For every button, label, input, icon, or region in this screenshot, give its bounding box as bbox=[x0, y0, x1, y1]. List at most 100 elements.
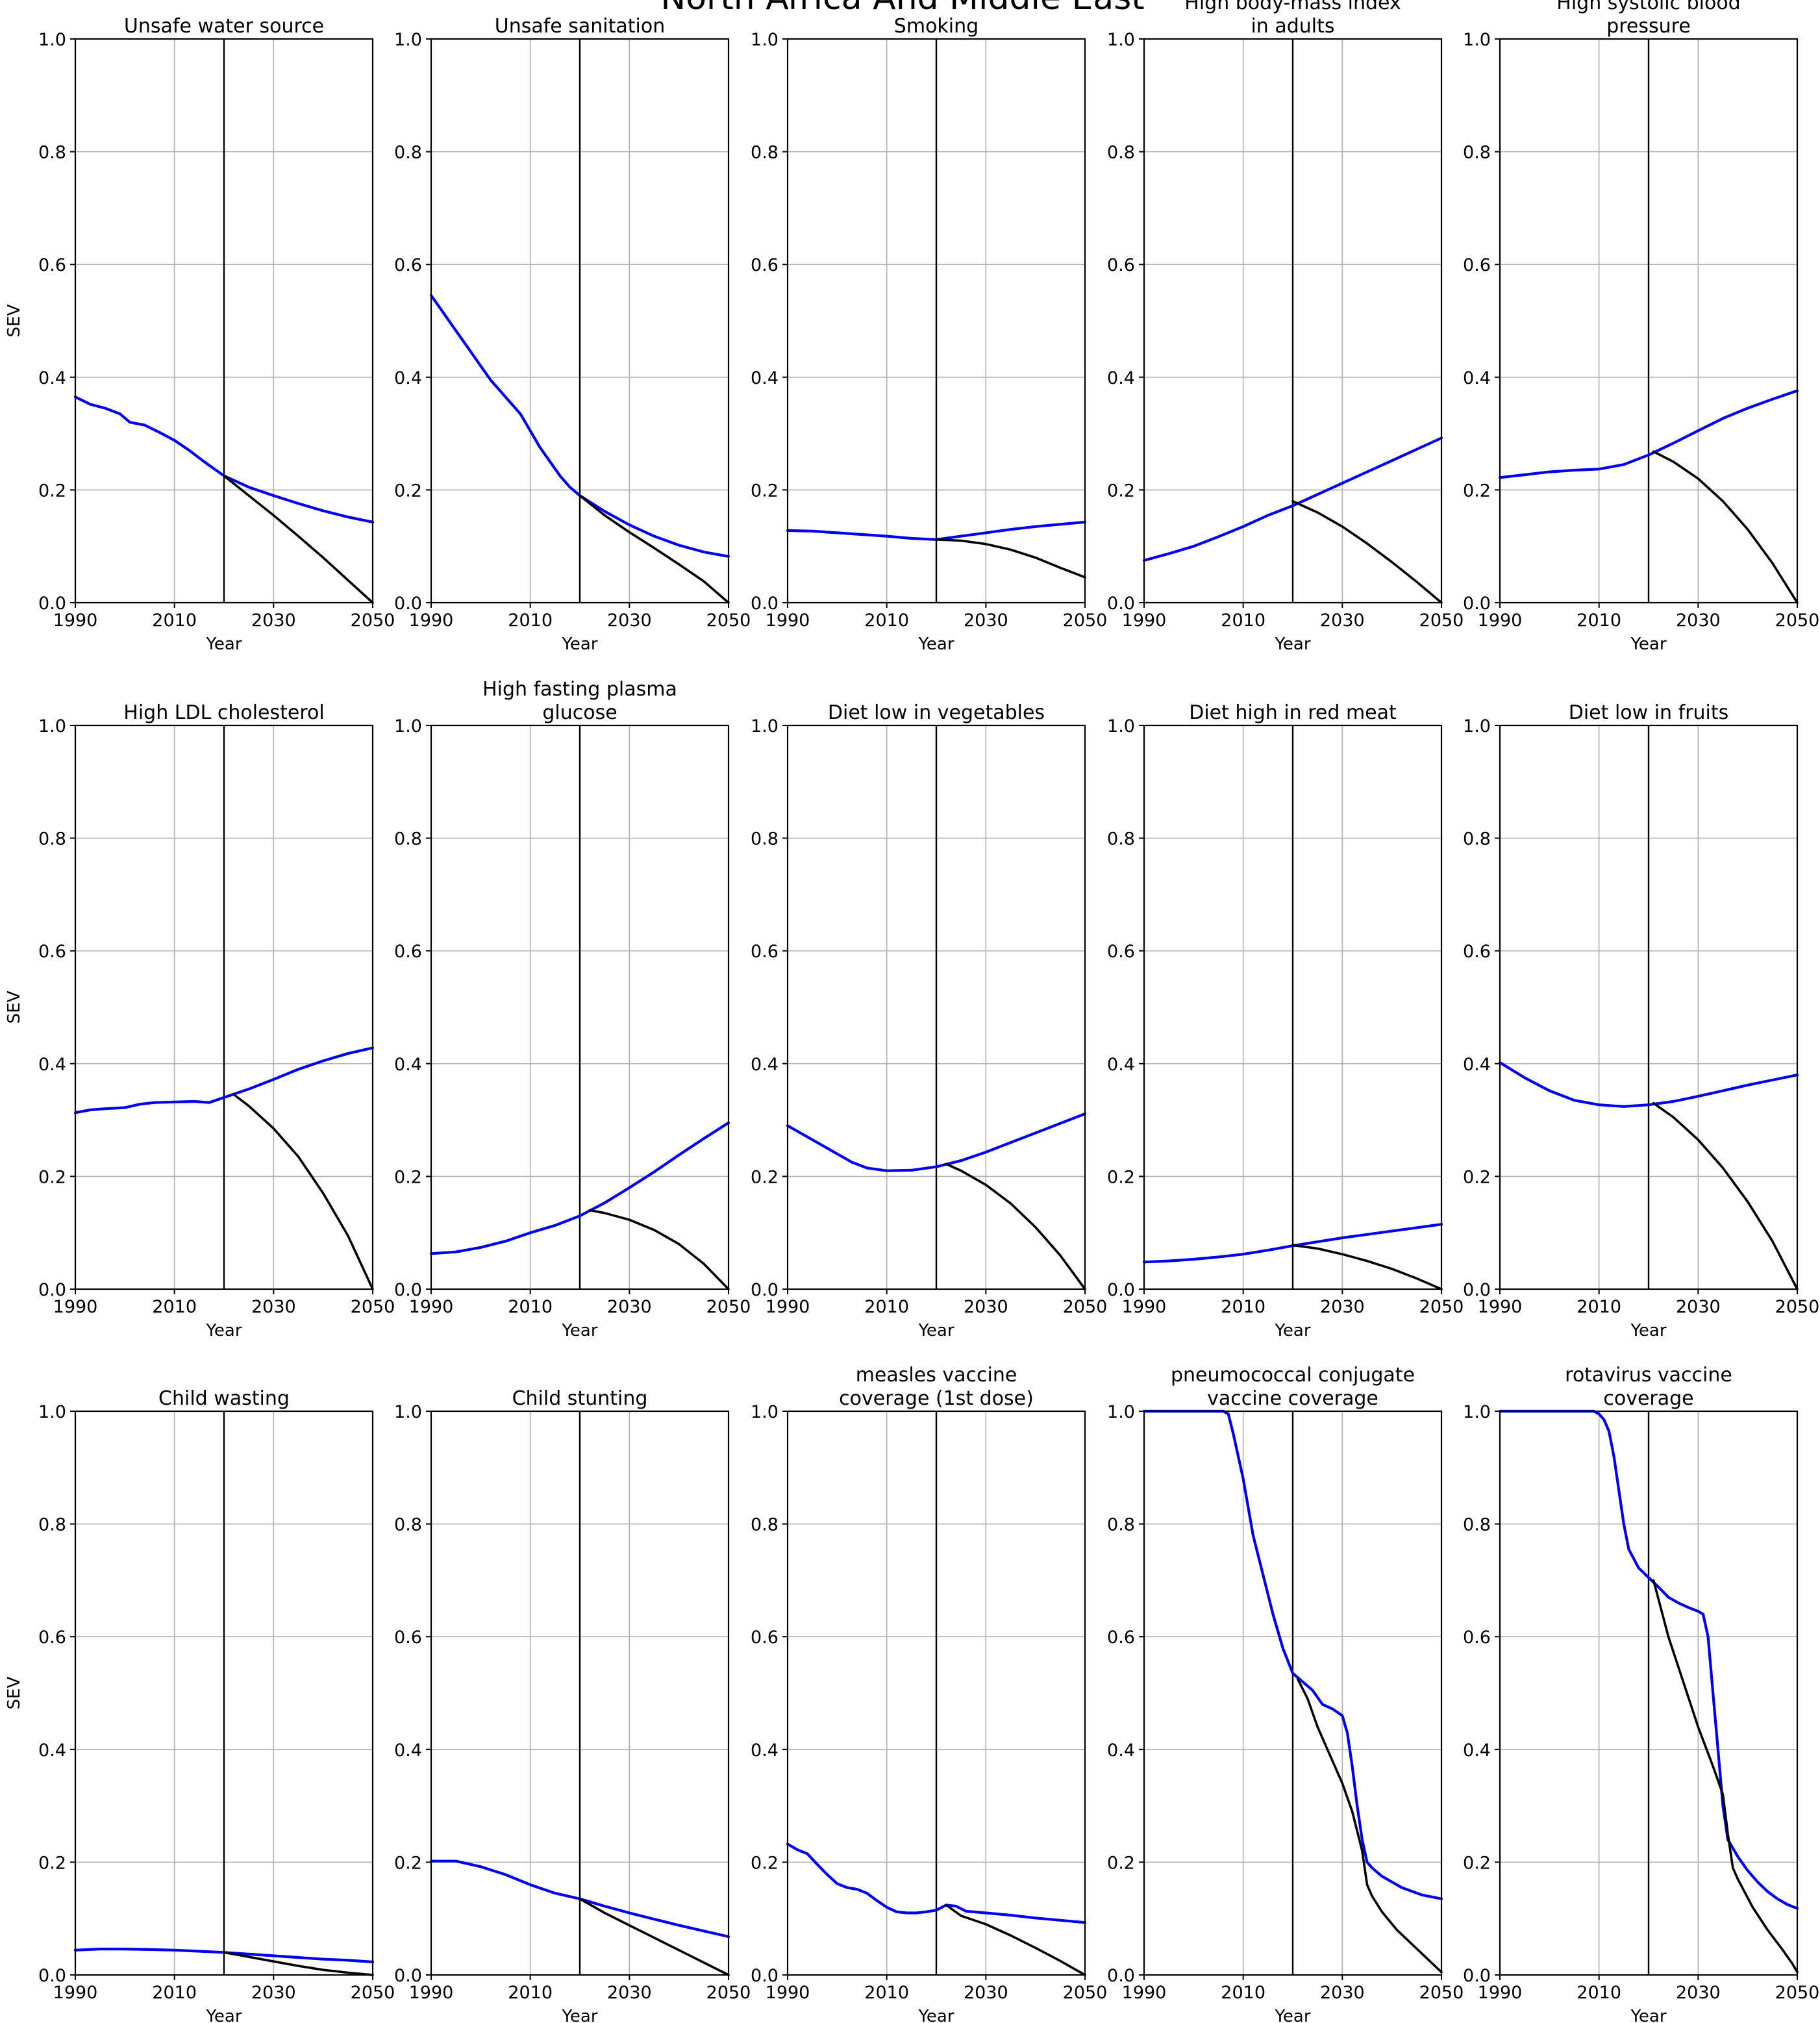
x-tick-label: 1990 bbox=[53, 1297, 98, 1317]
panel-title: High body-mass index in adults bbox=[1184, 0, 1401, 38]
y-tick-label: 0.8 bbox=[751, 143, 779, 163]
x-axis-label: Year bbox=[561, 1321, 597, 1340]
x-tick-label: 2010 bbox=[152, 1983, 197, 2003]
x-tick-label: 2010 bbox=[508, 1297, 553, 1317]
y-tick-label: 0.8 bbox=[1107, 1515, 1135, 1535]
y-tick-label: 0.0 bbox=[1463, 1966, 1491, 1986]
y-tick-label: 1.0 bbox=[38, 716, 66, 736]
panel-title: High LDL cholesterol bbox=[123, 701, 324, 724]
scenario-series-line bbox=[1291, 499, 1443, 604]
y-tick-label: 0.0 bbox=[1107, 1966, 1135, 1986]
y-tick-label: 0.8 bbox=[38, 829, 66, 849]
scenario-series-line bbox=[1291, 1244, 1443, 1290]
x-tick-label: 1990 bbox=[1478, 1983, 1523, 2003]
figure-title: North Africa And Middle East bbox=[660, 0, 1144, 18]
y-tick-label: 0.4 bbox=[751, 368, 779, 388]
y-tick-label: 1.0 bbox=[394, 30, 422, 50]
panel-title: High systolic blood pressure bbox=[1556, 0, 1740, 38]
x-tick-label: 1990 bbox=[766, 610, 810, 631]
y-tick-label: 0.8 bbox=[751, 829, 779, 849]
x-tick-label: 1990 bbox=[53, 1983, 98, 2003]
x-tick-label: 2010 bbox=[152, 1297, 197, 1317]
y-tick-label: 0.6 bbox=[394, 942, 422, 962]
y-tick-label: 0.0 bbox=[38, 1966, 66, 1986]
x-tick-label: 2050 bbox=[1063, 1297, 1108, 1317]
plot-frame bbox=[1143, 1410, 1443, 1976]
panel-10: 1990 2010 2030 2050 0.0 0.2 0.4 0.6 0.8 1.0 Year Di… bbox=[1463, 701, 1819, 1340]
panel-title: Unsafe sanitation bbox=[495, 15, 666, 38]
panel-3: 1990 2010 2030 2050 0.0 0.2 0.4 0.6 0.8 1.0 Year Sm… bbox=[751, 15, 1107, 654]
y-tick-label: 0.4 bbox=[38, 1055, 66, 1075]
y-tick-label: 0.6 bbox=[1107, 255, 1135, 275]
x-tick-label: 2050 bbox=[351, 610, 395, 631]
y-tick-label: 1.0 bbox=[394, 716, 422, 736]
panel-11: 1990 2010 2030 2050 0.0 0.2 0.4 0.6 0.8 1.0 Year SE… bbox=[5, 1387, 395, 2023]
reference-series-line bbox=[1498, 389, 1799, 479]
x-tick-label: 2030 bbox=[964, 610, 1008, 631]
y-tick-label: 0.0 bbox=[394, 1966, 422, 1986]
y-tick-label: 0.6 bbox=[38, 255, 66, 275]
plot-frame bbox=[430, 1410, 730, 1976]
y-tick-label: 0.4 bbox=[394, 368, 422, 388]
y-tick-label: 0.2 bbox=[1107, 481, 1135, 501]
panel-grid: 1990 2010 2030 20500.00.20.40.60.81.0YearSE… bbox=[5, 0, 1819, 2023]
y-tick-label: 1.0 bbox=[1463, 716, 1491, 736]
y-tick-label: 1.0 bbox=[1463, 30, 1491, 50]
x-axis-label: Year bbox=[917, 1321, 954, 1340]
x-axis-label: Year bbox=[1274, 1321, 1310, 1340]
y-tick-label: 0.2 bbox=[394, 481, 422, 501]
x-axis-label: Year bbox=[1274, 2007, 1310, 2023]
x-tick-label: 2030 bbox=[1320, 1983, 1365, 2003]
panel-title: Child wasting bbox=[158, 1387, 290, 1410]
panel-13: 1990 2010 2030 2050 0.0 0.2 0.4 0.6 0.8 1.0 Year me… bbox=[751, 1364, 1107, 2023]
y-tick-label: 0.2 bbox=[38, 481, 66, 501]
x-tick-label: 2050 bbox=[351, 1983, 395, 2003]
y-tick-label: 0.6 bbox=[751, 942, 779, 962]
y-axis-label: SEV bbox=[5, 1676, 24, 1709]
x-tick-label: 2050 bbox=[1419, 1983, 1464, 2003]
y-tick-label: 0.4 bbox=[394, 1055, 422, 1075]
y-tick-label: 1.0 bbox=[38, 1402, 66, 1422]
panel-15: 1990 2010 2030 2050 0.0 0.2 0.4 0.6 0.8 1.0 Year ro… bbox=[1463, 1364, 1819, 2023]
plot-frame bbox=[74, 38, 374, 604]
y-tick-label: 0.2 bbox=[1463, 1853, 1491, 1873]
plot-frame bbox=[1143, 38, 1443, 604]
y-tick-label: 0.4 bbox=[394, 1740, 422, 1761]
y-tick-label: 1.0 bbox=[751, 1402, 779, 1422]
x-tick-label: 1990 bbox=[1478, 1297, 1523, 1317]
y-tick-label: 0.2 bbox=[751, 1853, 779, 1873]
panel-title: Unsafe water source bbox=[124, 15, 324, 38]
x-tick-label: 2030 bbox=[1320, 610, 1365, 631]
y-tick-label: 1.0 bbox=[394, 1402, 422, 1422]
panel-14: 1990 2010 2030 2050 0.0 0.2 0.4 0.6 0.8 1.0 Year pn… bbox=[1107, 1364, 1464, 2023]
plot-frame bbox=[1143, 724, 1443, 1290]
x-tick-label: 2030 bbox=[964, 1983, 1008, 2003]
reference-series-line bbox=[429, 294, 730, 558]
y-tick-label: 0.0 bbox=[1107, 1280, 1135, 1300]
x-tick-label: 1990 bbox=[766, 1297, 810, 1317]
panel-title: Child stunting bbox=[512, 1387, 648, 1410]
x-tick-label: 2010 bbox=[1221, 610, 1265, 631]
y-tick-label: 0.2 bbox=[38, 1853, 66, 1873]
y-tick-label: 0.6 bbox=[38, 942, 66, 962]
y-tick-label: 0.8 bbox=[751, 1515, 779, 1535]
x-axis-label: Year bbox=[1274, 635, 1310, 654]
panel-12: 1990 2010 2030 2050 0.0 0.2 0.4 0.6 0.8 1.0 Year Ch… bbox=[394, 1387, 751, 2023]
x-tick-label: 2050 bbox=[1419, 610, 1464, 631]
reference-series-line bbox=[1142, 1409, 1443, 1900]
x-tick-label: 2010 bbox=[864, 1297, 909, 1317]
plot-frame bbox=[430, 38, 730, 604]
y-tick-label: 0.4 bbox=[38, 368, 66, 388]
x-tick-label: 2030 bbox=[251, 1983, 296, 2003]
scenario-series-line bbox=[223, 474, 374, 604]
x-tick-label: 2050 bbox=[706, 610, 751, 631]
y-tick-label: 0.8 bbox=[1463, 143, 1491, 163]
scenario-series-line bbox=[945, 1904, 1086, 1976]
panel-title: measles vaccine coverage (1st dose) bbox=[839, 1364, 1034, 1410]
scenario-series-line bbox=[935, 538, 1086, 579]
y-tick-label: 0.0 bbox=[751, 1966, 779, 1986]
x-tick-label: 2050 bbox=[706, 1297, 751, 1317]
x-tick-label: 1990 bbox=[409, 1983, 454, 2003]
plot-frame bbox=[786, 1410, 1086, 1976]
x-axis-label: Year bbox=[917, 635, 954, 654]
